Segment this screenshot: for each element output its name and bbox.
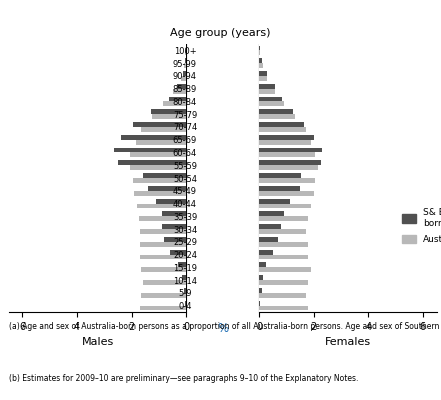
Bar [259,58,262,63]
Bar [131,152,186,157]
Bar [163,102,186,106]
Bar [183,288,186,293]
Text: Age group (years): Age group (years) [170,28,271,38]
X-axis label: Females: Females [325,337,371,347]
X-axis label: Males: Males [82,337,114,347]
Bar [259,114,295,119]
Bar [114,148,186,152]
Bar [164,237,186,242]
Bar [183,71,186,76]
Bar [259,96,282,102]
Bar [259,191,314,196]
Bar [259,135,314,140]
Bar [259,186,300,191]
Bar [259,89,276,94]
Bar [259,293,306,298]
Text: (b) Estimates for 2009–10 are preliminary—see paragraphs 9–10 of the Explanatory: (b) Estimates for 2009–10 are preliminar… [9,374,358,383]
Bar [259,262,266,267]
Bar [259,254,308,260]
Bar [259,140,311,144]
Bar [259,46,260,50]
Bar [118,160,186,165]
Bar [140,242,186,247]
Bar [259,165,318,170]
Bar [185,301,186,306]
Bar [170,250,186,254]
Bar [156,199,186,204]
Bar [259,173,301,178]
Bar [133,178,186,183]
Bar [259,122,304,127]
Bar [121,135,186,140]
Bar [259,127,306,132]
Bar [141,267,186,272]
Bar [185,58,186,63]
Bar [259,229,306,234]
Bar [173,89,186,94]
Bar [131,165,186,170]
Bar [133,122,186,127]
Bar [259,212,284,216]
Bar [259,71,267,76]
Bar [259,267,311,272]
Bar [259,63,263,68]
Bar [135,191,186,196]
Bar [259,301,261,306]
Bar [140,306,186,310]
Bar [259,148,322,152]
Bar [151,109,186,114]
Bar [181,76,186,81]
Bar [142,173,186,178]
Bar [259,204,311,208]
Bar [259,76,267,81]
Bar [148,186,186,191]
Bar [259,152,315,157]
Bar [259,199,291,204]
Bar [183,63,186,68]
Bar [259,50,260,55]
Bar [259,102,284,106]
Bar [259,250,273,254]
Bar [178,262,186,267]
Bar [141,293,186,298]
Bar [259,224,281,229]
Bar [259,160,321,165]
Bar [259,275,263,280]
Bar [162,224,186,229]
Bar [259,288,262,293]
Bar [259,178,315,183]
Bar [142,280,186,285]
Bar [137,204,186,208]
Bar [185,50,186,55]
Bar [259,84,276,89]
Bar [259,237,278,242]
Bar [182,275,186,280]
Bar [162,212,186,216]
Bar [141,127,186,132]
Bar [259,242,308,247]
Bar [152,114,186,119]
Bar [138,216,186,221]
Bar [177,84,186,89]
Bar [259,306,308,310]
Text: (a) Age and sex of Australia-born persons as a proportion of all Australia-born : (a) Age and sex of Australia-born person… [9,322,441,331]
Bar [140,254,186,260]
Bar [259,280,308,285]
Legend: S& E Europe-
born, Australia-born: S& E Europe- born, Australia-born [402,208,441,244]
Bar [136,140,186,144]
Bar [168,96,186,102]
Bar [140,229,186,234]
Bar [259,109,293,114]
Bar [259,216,308,221]
